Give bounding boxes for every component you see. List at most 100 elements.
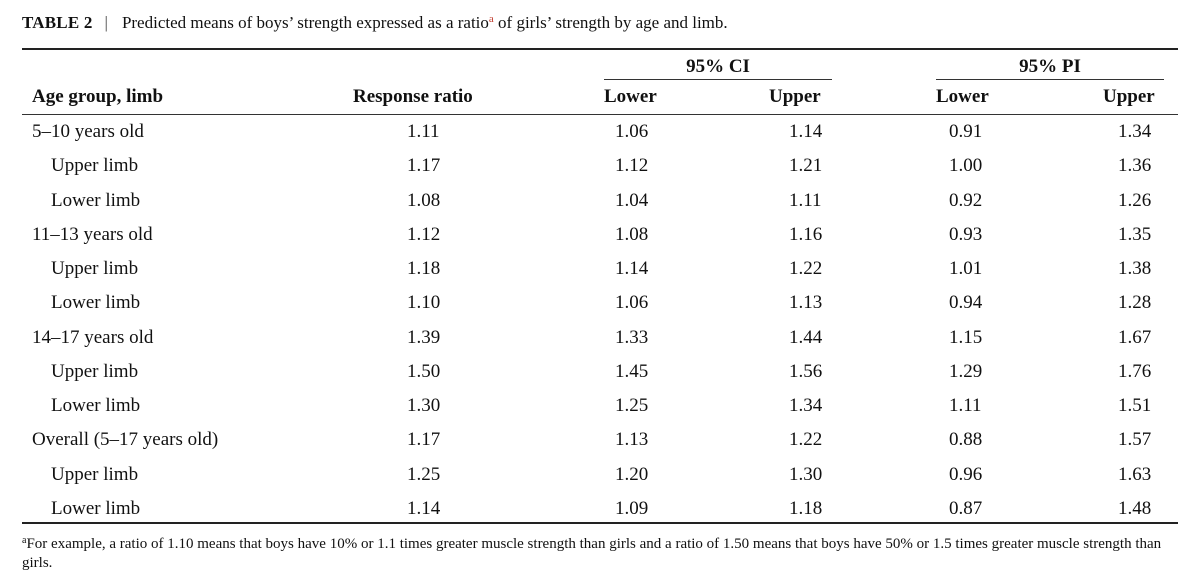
cell-pi-upper: 1.63 [1118, 463, 1152, 485]
cell-pi-upper: 1.57 [1118, 429, 1152, 451]
cell-pi-upper: 1.38 [1118, 258, 1152, 280]
cell-pi-lower: 0.87 [949, 497, 983, 519]
top-rule [22, 48, 1178, 50]
footnote-text: For example, a ratio of 1.10 means that … [22, 536, 1162, 571]
cell-pi-lower: 0.93 [949, 223, 983, 245]
table-row: Overall (5–17 years old) 1.17 1.13 1.22 0.88… [22, 423, 1178, 457]
header-rule [22, 114, 1178, 115]
table-row: Upper limb 1.25 1.20 1.30 0.96 1.63 [22, 458, 1178, 492]
cell-pi-lower: 1.00 [949, 155, 983, 177]
cell-pi-upper: 1.36 [1118, 155, 1152, 177]
cell-response-ratio: 1.50 [407, 360, 441, 382]
caption-text: Predicted means of boys’ strength expres… [121, 13, 489, 32]
cell-response-ratio: 1.12 [407, 223, 441, 245]
cell-pi-upper: 1.48 [1118, 497, 1152, 519]
cell-pi-upper: 1.34 [1118, 121, 1152, 143]
table-row: 14–17 years old 1.39 1.33 1.44 1.15 1.67 [22, 321, 1178, 355]
cell-response-ratio: 1.18 [407, 258, 441, 280]
row-label-sub: Lower limb [51, 395, 141, 417]
cell-response-ratio: 1.08 [407, 189, 441, 211]
caption-footnote-marker[interactable]: a [488, 13, 494, 25]
cell-ci-upper: 1.56 [789, 360, 823, 382]
cell-ci-lower: 1.09 [615, 497, 649, 519]
cell-ci-upper: 1.13 [789, 292, 823, 314]
cell-pi-upper: 1.28 [1118, 292, 1152, 314]
table-row: Lower limb 1.08 1.04 1.11 0.92 1.26 [22, 184, 1178, 218]
cell-pi-upper: 1.67 [1118, 326, 1152, 348]
column-header-ci-upper: Upper [769, 86, 821, 107]
cell-pi-lower: 0.91 [949, 121, 983, 143]
column-header-age: Age group, limb [32, 86, 164, 107]
cell-ci-lower: 1.33 [615, 326, 649, 348]
cell-ci-upper: 1.34 [789, 395, 823, 417]
cell-pi-upper: 1.76 [1118, 360, 1152, 382]
cell-pi-lower: 1.01 [949, 258, 983, 280]
bottom-rule [22, 522, 1178, 524]
cell-ci-lower: 1.13 [615, 429, 649, 451]
table-row: Upper limb 1.18 1.14 1.22 1.01 1.38 [22, 252, 1178, 286]
cell-ci-lower: 1.06 [615, 292, 649, 314]
cell-response-ratio: 1.39 [407, 326, 441, 348]
table-row: Lower limb 1.30 1.25 1.34 1.11 1.51 [22, 389, 1178, 423]
cell-pi-lower: 1.11 [949, 395, 982, 417]
row-label-sub: Lower limb [51, 292, 141, 314]
cell-ci-upper: 1.44 [789, 326, 823, 348]
cell-response-ratio: 1.17 [407, 429, 441, 451]
table-row: Lower limb 1.10 1.06 1.13 0.94 1.28 [22, 286, 1178, 320]
table-footnote: aFor example, a ratio of 1.10 means that… [22, 531, 1178, 573]
cell-pi-lower: 1.29 [949, 360, 983, 382]
table-row: 5–10 years old 1.11 1.06 1.14 0.91 1.34 [22, 115, 1178, 149]
row-label-sub: Upper limb [51, 258, 139, 280]
cell-pi-lower: 0.96 [949, 463, 983, 485]
cell-ci-upper: 1.22 [789, 258, 823, 280]
group-label-ci: 95% CI [686, 56, 750, 77]
cell-ci-upper: 1.11 [789, 189, 822, 211]
cell-ci-lower: 1.04 [615, 189, 649, 211]
table-label: TABLE 2 [22, 13, 93, 32]
cell-ci-lower: 1.20 [615, 463, 649, 485]
cell-ci-upper: 1.22 [789, 429, 823, 451]
cell-ci-lower: 1.06 [615, 121, 649, 143]
row-label-sub: Upper limb [51, 360, 139, 382]
cell-ci-lower: 1.45 [615, 360, 649, 382]
group-underline-ci [604, 79, 832, 80]
row-label-group: 5–10 years old [32, 121, 144, 143]
cell-response-ratio: 1.30 [407, 395, 441, 417]
column-header-pi-upper: Upper [1103, 86, 1155, 107]
footnote-marker: a [22, 535, 27, 546]
table-row: 11–13 years old 1.12 1.08 1.16 0.93 1.35 [22, 218, 1178, 252]
table-row: Upper limb 1.17 1.12 1.21 1.00 1.36 [22, 149, 1178, 183]
cell-ci-lower: 1.14 [615, 258, 649, 280]
caption-text-end: of girls’ strength by age and limb. [493, 13, 728, 32]
cell-ci-upper: 1.16 [789, 223, 823, 245]
table-row: Upper limb 1.50 1.45 1.56 1.29 1.76 [22, 355, 1178, 389]
row-label-sub: Upper limb [51, 155, 139, 177]
cell-response-ratio: 1.25 [407, 463, 441, 485]
row-label-sub: Lower limb [51, 497, 141, 519]
cell-ci-lower: 1.12 [615, 155, 649, 177]
row-label-sub: Lower limb [51, 189, 141, 211]
row-label-group: Overall (5–17 years old) [32, 429, 219, 451]
cell-ci-upper: 1.21 [789, 155, 823, 177]
cell-ci-upper: 1.18 [789, 497, 823, 519]
group-label-pi: 95% PI [1019, 56, 1081, 77]
table-row: Lower limb 1.14 1.09 1.18 0.87 1.48 [22, 492, 1178, 526]
cell-ci-lower: 1.25 [615, 395, 649, 417]
row-label-group: 11–13 years old [32, 223, 153, 245]
data-table: 5–10 years old 1.11 1.06 1.14 0.91 1.34 Upper … [22, 115, 1178, 526]
cell-pi-upper: 1.26 [1118, 189, 1152, 211]
cell-pi-lower: 0.92 [949, 189, 983, 211]
cell-ci-upper: 1.30 [789, 463, 823, 485]
row-label-group: 14–17 years old [32, 326, 154, 348]
table-caption: TABLE 2 | Predicted means of boys’ strengt… [22, 13, 728, 33]
cell-pi-lower: 0.94 [949, 292, 983, 314]
cell-pi-lower: 1.15 [949, 326, 983, 348]
group-underline-pi [936, 79, 1164, 80]
cell-response-ratio: 1.17 [407, 155, 441, 177]
cell-response-ratio: 1.11 [407, 121, 440, 143]
cell-ci-lower: 1.08 [615, 223, 649, 245]
cell-response-ratio: 1.14 [407, 497, 441, 519]
column-header-ratio: Response ratio [353, 86, 473, 107]
column-header-pi-lower: Lower [936, 86, 989, 107]
cell-pi-upper: 1.35 [1118, 223, 1152, 245]
